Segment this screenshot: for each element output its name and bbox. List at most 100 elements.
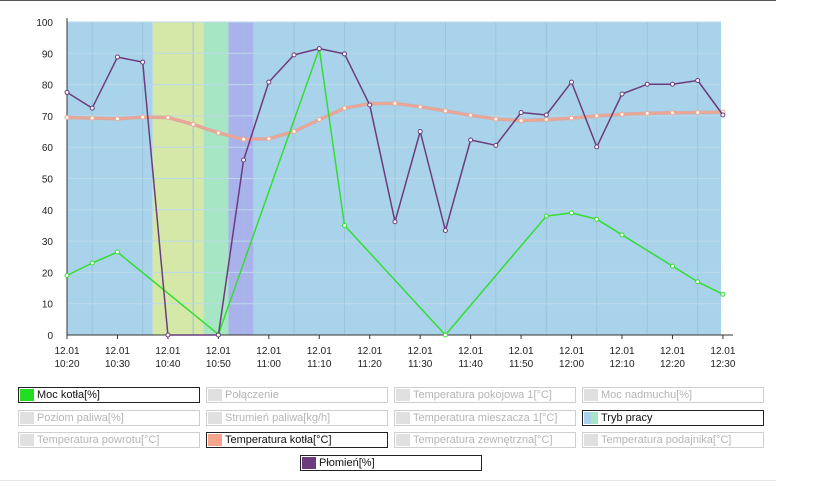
data-point bbox=[64, 273, 70, 279]
legend-swatch bbox=[302, 457, 316, 469]
data-point bbox=[493, 142, 499, 148]
data-point bbox=[669, 110, 675, 116]
legend-item-strumien-paliwa[interactable]: Strumień paliwa[kg/h] bbox=[206, 410, 388, 426]
y-tick-label: 20 bbox=[42, 268, 54, 279]
data-point bbox=[695, 279, 701, 285]
legend-label: Tryb pracy bbox=[601, 412, 653, 424]
legend-item-temperatura-pokojowa[interactable]: Temperatura pokojowa 1[°C] bbox=[394, 387, 576, 403]
legend-item-temperatura-zewnetrzna[interactable]: Temperatura zewnętrzna[°C] bbox=[394, 432, 576, 448]
x-tick-label-time: 10:30 bbox=[105, 359, 130, 370]
y-tick-label: 30 bbox=[42, 237, 54, 248]
y-tick-label: 40 bbox=[42, 206, 54, 217]
data-point bbox=[316, 46, 322, 52]
legend-item-moc-kotla[interactable]: Moc kotła[%] bbox=[18, 387, 200, 403]
x-tick-label-date: 12.01 bbox=[105, 346, 130, 357]
data-point bbox=[266, 79, 272, 85]
legend-label: Temperatura podajnika[°C] bbox=[601, 434, 732, 446]
legend-swatch bbox=[20, 389, 34, 401]
x-tick-label-time: 11:20 bbox=[358, 359, 383, 370]
legend-label: Temperatura pokojowa 1[°C] bbox=[413, 389, 552, 401]
y-tick-label: 50 bbox=[42, 175, 54, 186]
data-point bbox=[442, 227, 448, 233]
x-tick-label-time: 11:30 bbox=[408, 359, 433, 370]
legend-item-polaczenie[interactable]: Połączenie bbox=[206, 387, 388, 403]
y-tick-label: 80 bbox=[42, 81, 54, 92]
legend-swatch bbox=[584, 434, 598, 446]
x-tick-label-date: 12.01 bbox=[660, 346, 685, 357]
y-tick-label: 70 bbox=[42, 112, 54, 123]
legend-item-moc-nadmuchu[interactable]: Moc nadmuchu[%] bbox=[582, 387, 764, 403]
x-tick-label-time: 11:00 bbox=[257, 359, 282, 370]
legend-item-poziom-paliwa[interactable]: Poziom paliwa[%] bbox=[18, 410, 200, 426]
data-point bbox=[241, 136, 247, 142]
y-tick-label: 60 bbox=[42, 143, 54, 154]
data-point bbox=[493, 116, 499, 122]
data-point bbox=[669, 263, 675, 269]
legend-swatch bbox=[584, 389, 598, 401]
data-point bbox=[367, 102, 373, 108]
data-point bbox=[619, 111, 625, 117]
legend-swatch bbox=[20, 434, 34, 446]
legend-label: Temperatura kotła[°C] bbox=[225, 434, 332, 446]
data-point bbox=[190, 121, 196, 127]
data-point bbox=[342, 51, 347, 57]
legend-item-temperatura-mieszacza[interactable]: Temperatura mieszacza 1[°C] bbox=[394, 410, 576, 426]
data-point bbox=[442, 332, 448, 338]
legend-swatch bbox=[396, 389, 410, 401]
data-point bbox=[392, 100, 398, 106]
data-point bbox=[518, 109, 524, 115]
x-tick-label-date: 12.01 bbox=[206, 346, 231, 357]
data-point bbox=[241, 157, 247, 163]
x-tick-label-time: 12:30 bbox=[710, 359, 735, 370]
data-point bbox=[89, 260, 95, 266]
legend-label: Połączenie bbox=[225, 389, 279, 401]
legend-label: Strumień paliwa[kg/h] bbox=[225, 412, 331, 424]
x-tick-label-time: 10:20 bbox=[54, 359, 79, 370]
data-point bbox=[543, 112, 549, 118]
x-tick-label-date: 12.01 bbox=[458, 346, 483, 357]
legend-item-temperatura-powrotu[interactable]: Temperatura powrotu[°C] bbox=[18, 432, 200, 448]
data-point bbox=[266, 136, 272, 142]
legend-label: Poziom paliwa[%] bbox=[37, 412, 124, 424]
y-tick-label: 10 bbox=[42, 300, 54, 311]
legend-label: Moc nadmuchu[%] bbox=[601, 389, 693, 401]
data-point bbox=[543, 213, 549, 219]
x-tick-label-date: 12.01 bbox=[509, 346, 534, 357]
data-point bbox=[417, 104, 423, 110]
legend-swatch bbox=[396, 412, 410, 424]
data-point bbox=[669, 81, 675, 87]
legend-label: Moc kotła[%] bbox=[37, 389, 100, 401]
data-point bbox=[442, 108, 448, 114]
data-point bbox=[569, 79, 575, 85]
legend-item-temperatura-kotla[interactable]: Temperatura kotła[°C] bbox=[206, 432, 388, 448]
data-point bbox=[720, 291, 726, 297]
y-tick-label: 100 bbox=[36, 18, 53, 29]
x-tick-label-time: 11:10 bbox=[307, 359, 332, 370]
x-tick-label-date: 12.01 bbox=[307, 346, 332, 357]
data-point bbox=[644, 110, 650, 116]
data-point bbox=[468, 137, 474, 143]
legend-label: Temperatura mieszacza 1[°C] bbox=[413, 412, 558, 424]
data-point bbox=[417, 129, 423, 135]
x-tick-label-date: 12.01 bbox=[559, 346, 584, 357]
data-point bbox=[468, 112, 474, 118]
data-point bbox=[695, 78, 701, 84]
data-point bbox=[89, 115, 95, 121]
data-point bbox=[619, 91, 625, 97]
data-point bbox=[64, 114, 70, 120]
data-point bbox=[114, 116, 120, 122]
x-tick-label-date: 12.01 bbox=[155, 346, 180, 357]
data-point bbox=[114, 249, 120, 255]
legend-item-temperatura-podajnika[interactable]: Temperatura podajnika[°C] bbox=[582, 432, 764, 448]
x-tick-label-date: 12.01 bbox=[710, 346, 735, 357]
y-tick-label: 90 bbox=[42, 49, 54, 60]
x-tick-label-time: 12:00 bbox=[559, 359, 584, 370]
data-point bbox=[342, 105, 347, 111]
legend-item-tryb-pracy[interactable]: Tryb pracy bbox=[582, 410, 764, 426]
data-point bbox=[619, 232, 625, 238]
x-tick-label-date: 12.01 bbox=[609, 346, 634, 357]
legend-label: Temperatura zewnętrzna[°C] bbox=[413, 434, 553, 446]
legend-item-plomien[interactable]: Płomień[%] bbox=[300, 455, 482, 471]
data-point bbox=[594, 113, 600, 119]
